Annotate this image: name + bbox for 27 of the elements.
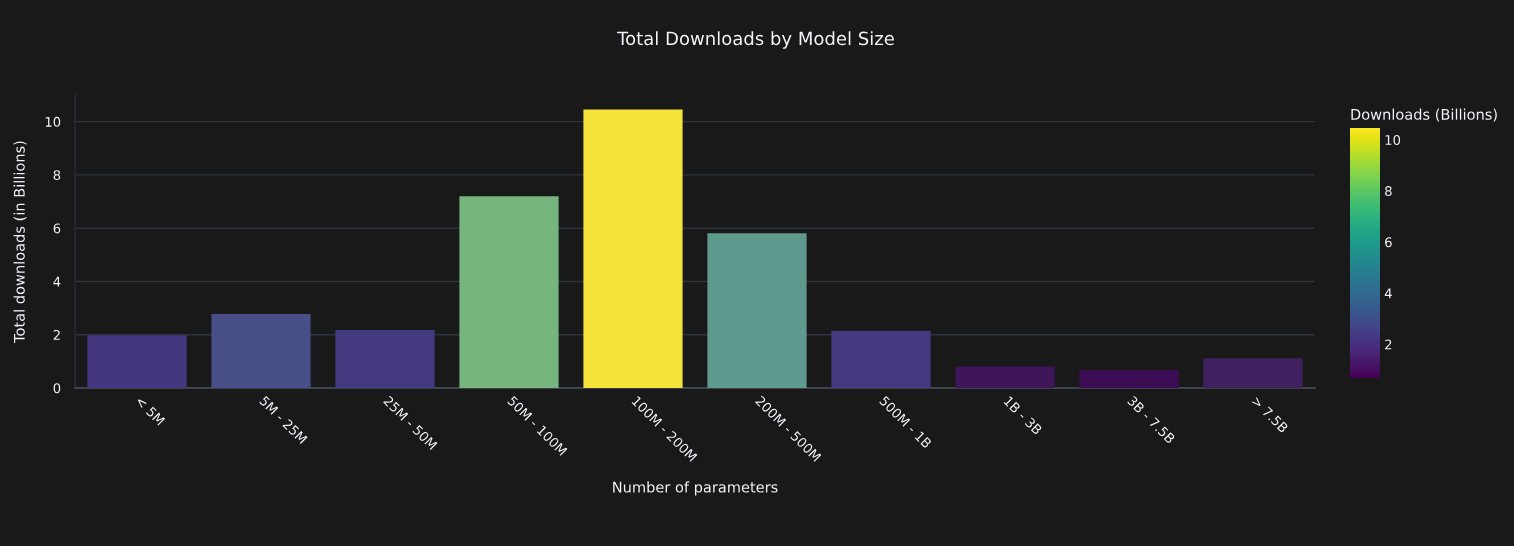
bar	[1203, 358, 1303, 388]
x-tick-label: 1B - 3B	[1003, 395, 1043, 436]
bar	[707, 233, 807, 388]
y-tick-label: 8	[53, 170, 61, 181]
bar	[335, 329, 435, 388]
color-bar-label: 4	[1384, 288, 1392, 299]
y-tick-label: 4	[53, 276, 61, 287]
bar	[1079, 369, 1179, 388]
bar	[831, 330, 931, 388]
x-tick-label: < 5M	[135, 395, 166, 426]
color-bar-label: 2	[1385, 339, 1392, 350]
x-axis-title: Number of parameters	[613, 481, 778, 496]
bar	[459, 196, 559, 388]
bar	[211, 313, 311, 388]
color-bar-label: 10	[1385, 134, 1401, 145]
color-bar-label: 6	[1385, 237, 1392, 248]
y-tick-label: 2	[53, 329, 60, 340]
y-tick-label: 10	[45, 116, 61, 127]
y-tick-label: 6	[53, 223, 61, 234]
y-axis-title: Total downloads (in Billions)	[13, 141, 27, 343]
chart-title: Total Downloads by Model Size	[617, 31, 894, 49]
color-bar-title: Downloads (Billions)	[1351, 108, 1497, 122]
bar	[955, 366, 1055, 388]
bar	[583, 109, 683, 388]
color-bar-label: 8	[1385, 186, 1392, 197]
bar	[87, 335, 187, 388]
y-tick-label: 0	[53, 383, 61, 394]
